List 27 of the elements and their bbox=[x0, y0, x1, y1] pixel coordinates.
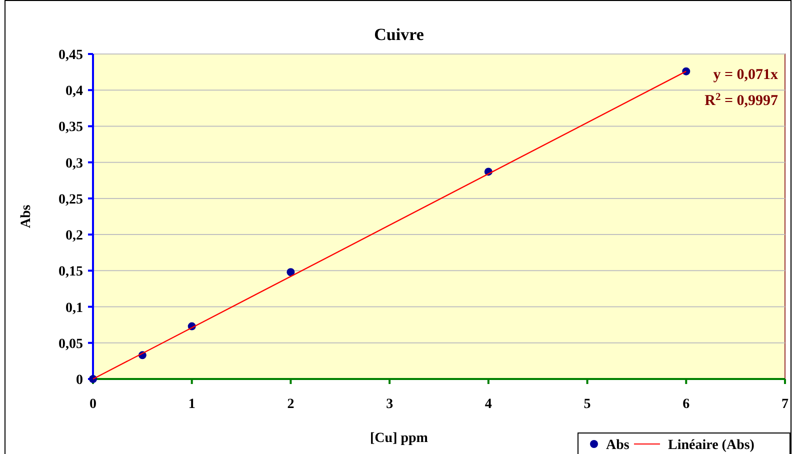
y-axis-title: Abs bbox=[19, 204, 34, 228]
y-tick-label: 0,35 bbox=[58, 120, 83, 136]
x-tick-label: 1 bbox=[188, 397, 196, 412]
x-axis-title: [Cu] ppm bbox=[370, 431, 428, 446]
y-tick-label: 0 bbox=[76, 373, 83, 388]
y-tick-label: 0,05 bbox=[58, 336, 83, 352]
x-tick-label: 2 bbox=[287, 397, 294, 412]
y-tick-label: 0,2 bbox=[66, 228, 83, 244]
annotation: R$^{2}$ = 0,9997 bbox=[704, 92, 778, 109]
x-tick-label: 3 bbox=[386, 397, 394, 412]
annotation: y = 0,071x bbox=[713, 67, 778, 83]
point bbox=[682, 67, 690, 76]
point bbox=[286, 268, 295, 276]
x-tick-label: 4 bbox=[484, 397, 492, 412]
y-tick-label: 0,1 bbox=[66, 300, 83, 316]
y-tick-label: 0,45 bbox=[58, 48, 83, 63]
y-tick-label: 0,3 bbox=[66, 156, 83, 172]
x-tick-label: 0 bbox=[90, 397, 96, 412]
y-tick-label: 0,25 bbox=[58, 192, 83, 208]
legend-label: Linéaire (Abs) bbox=[668, 438, 755, 453]
legend-label: Abs bbox=[606, 438, 630, 453]
x-tick-label: 5 bbox=[584, 397, 591, 412]
x-tick-label: 7 bbox=[782, 397, 788, 412]
y-tick-label: 0,15 bbox=[58, 264, 83, 280]
x-tick-label: 6 bbox=[682, 397, 690, 412]
chart-title: Cuivre bbox=[374, 25, 424, 44]
y-tick-label: 0,4 bbox=[66, 84, 83, 100]
